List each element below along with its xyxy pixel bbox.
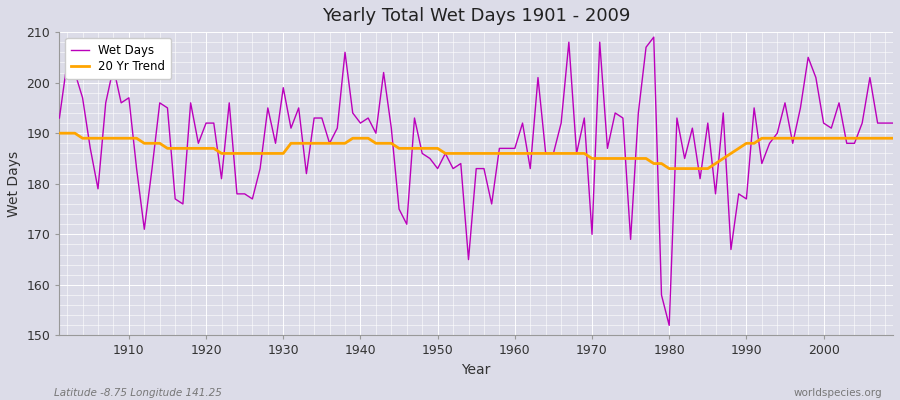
Text: worldspecies.org: worldspecies.org	[794, 388, 882, 398]
20 Yr Trend	[332, 141, 343, 146]
20 Yr Trend	[509, 151, 520, 156]
Wet Days	[887, 121, 898, 126]
20 Yr Trend	[116, 136, 127, 141]
Wet Days	[509, 146, 520, 151]
20 Yr Trend	[501, 151, 512, 156]
Legend: Wet Days, 20 Yr Trend: Wet Days, 20 Yr Trend	[66, 38, 171, 79]
Wet Days	[116, 100, 127, 105]
Wet Days	[648, 35, 659, 40]
Title: Yearly Total Wet Days 1901 - 2009: Yearly Total Wet Days 1901 - 2009	[322, 7, 630, 25]
Line: 20 Yr Trend: 20 Yr Trend	[59, 133, 893, 168]
20 Yr Trend	[664, 166, 675, 171]
20 Yr Trend	[54, 131, 65, 136]
20 Yr Trend	[887, 136, 898, 141]
X-axis label: Year: Year	[462, 363, 490, 377]
Wet Days	[332, 126, 343, 130]
Wet Days	[602, 146, 613, 151]
Wet Days	[54, 116, 65, 120]
Wet Days	[501, 146, 512, 151]
Wet Days	[664, 323, 675, 328]
Wet Days	[285, 126, 296, 130]
20 Yr Trend	[602, 156, 613, 161]
Y-axis label: Wet Days: Wet Days	[7, 151, 21, 217]
Line: Wet Days: Wet Days	[59, 37, 893, 325]
20 Yr Trend	[285, 141, 296, 146]
Text: Latitude -8.75 Longitude 141.25: Latitude -8.75 Longitude 141.25	[54, 388, 222, 398]
